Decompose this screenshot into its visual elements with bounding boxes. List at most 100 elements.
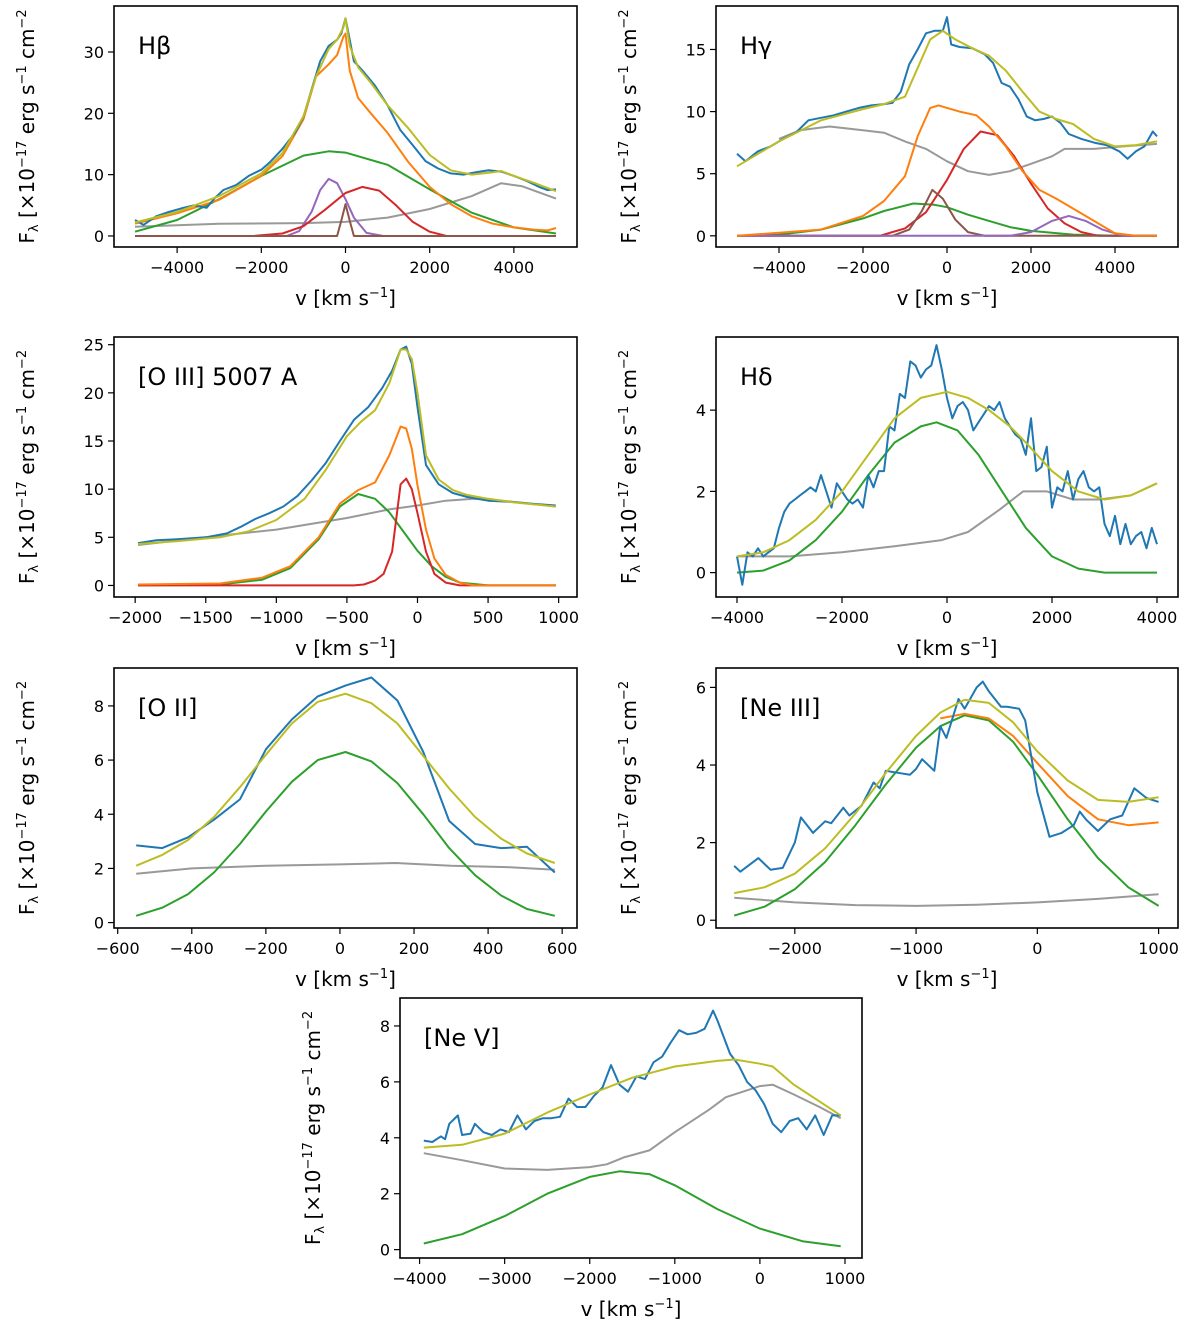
x-tick-label: 1000 — [538, 608, 579, 627]
series-total-fit — [137, 348, 556, 545]
y-tick-label: 15 — [686, 40, 706, 59]
y-tick-label: 20 — [84, 104, 104, 123]
x-tick-label: −1000 — [648, 1269, 702, 1288]
x-tick-label: 4000 — [494, 258, 535, 277]
x-tick-label: 0 — [340, 258, 350, 277]
line-label: [O III] 5007 A — [138, 363, 298, 391]
y-tick-label: 6 — [94, 751, 104, 770]
x-tick-label: −500 — [325, 608, 369, 627]
x-axis-label: v [km s−1] — [897, 967, 998, 991]
panel-5: −600 −400 −200 0 200 400 600 0 2 4 6 8 [O II] v [km s… — [15, 667, 578, 991]
x-tick-label: 0 — [942, 258, 952, 277]
y-tick-label: 0 — [94, 914, 104, 933]
x-tick-label: −2000 — [234, 258, 288, 277]
y-tick-label: 0 — [696, 227, 706, 246]
y-tick-label: 5 — [696, 165, 706, 184]
panel-1: −4000 −2000 0 2000 4000 0 10 20 30 Hβ v [km s−1] Fλ… — [15, 5, 578, 310]
y-tick-label: 8 — [380, 1017, 390, 1036]
y-tick-label: 10 — [686, 103, 706, 122]
x-tick-label: −200 — [244, 939, 288, 958]
y-tick-label: 4 — [380, 1129, 390, 1148]
series-broad — [733, 714, 1160, 917]
y-tick-label: 0 — [696, 911, 706, 930]
x-tick-label: 0 — [335, 939, 345, 958]
series-total-fit — [736, 390, 1158, 558]
x-tick-label: −2000 — [836, 258, 890, 277]
series-broad — [135, 751, 556, 917]
series-continuum — [737, 482, 1158, 558]
series-component-red — [252, 185, 447, 237]
x-tick-label: 4000 — [1095, 258, 1136, 277]
x-tick-label: 4000 — [1137, 608, 1178, 627]
series-total-fit — [734, 698, 1159, 895]
x-tick-label: −2000 — [768, 939, 822, 958]
x-tick-label: −1500 — [179, 608, 233, 627]
y-tick-label: 2 — [696, 834, 706, 853]
y-tick-label: 2 — [696, 482, 706, 501]
x-tick-label: 400 — [473, 939, 504, 958]
y-tick-label: 6 — [696, 678, 706, 697]
x-tick-label: 0 — [412, 608, 422, 627]
series-observed — [423, 1009, 841, 1143]
y-tick-label: 2 — [380, 1185, 390, 1204]
series-continuum — [423, 1083, 842, 1171]
series-group — [137, 345, 556, 587]
series-continuum — [778, 125, 1158, 176]
line-label: Hδ — [740, 363, 773, 391]
x-tick-label: −400 — [170, 939, 214, 958]
x-tick-label: −4000 — [393, 1269, 447, 1288]
y-axis-label: Fλ [×10−17 erg s−1 cm−2 — [301, 1011, 328, 1245]
line-label: [Ne V] — [424, 1024, 500, 1052]
series-observed — [736, 16, 1158, 163]
x-axis-label: v [km s−1] — [295, 967, 396, 991]
y-axis-label: Fλ [×10−17 erg s−1 cm−2 — [617, 681, 644, 915]
y-tick-label: 4 — [696, 756, 706, 775]
y-axis-label: Fλ [×10−17 erg s−1 cm−2 — [617, 9, 644, 243]
x-tick-label: 1000 — [1138, 939, 1179, 958]
x-tick-label: −2000 — [563, 1269, 617, 1288]
x-tick-label: 500 — [473, 608, 504, 627]
series-component-orange — [137, 425, 556, 587]
series-group — [736, 344, 1158, 586]
x-tick-label: 2000 — [409, 258, 450, 277]
y-tick-label: 0 — [380, 1241, 390, 1260]
x-tick-label: −2000 — [108, 608, 162, 627]
x-tick-label: −4000 — [752, 258, 806, 277]
line-label: Hγ — [740, 32, 772, 60]
x-tick-label: 2000 — [1011, 258, 1052, 277]
series-component-orange — [134, 32, 557, 232]
line-label: [Ne III] — [740, 694, 820, 722]
series-continuum — [734, 893, 1159, 907]
panel-2: −4000 −2000 0 2000 4000 0 5 10 15 Hγ v [km s−1] Fλ … — [617, 5, 1179, 310]
y-tick-label: 4 — [696, 401, 706, 420]
y-tick-label: 10 — [84, 166, 104, 185]
y-tick-label: 6 — [380, 1073, 390, 1092]
x-tick-label: 1000 — [825, 1269, 866, 1288]
series-observed — [733, 680, 1159, 873]
y-tick-label: 8 — [94, 697, 104, 716]
x-axis-label: v [km s−1] — [581, 1297, 682, 1320]
panel-4: −4000 −2000 0 2000 4000 0 2 4 Hδ v [km s−1] Fλ [×1… — [617, 336, 1179, 660]
axes-frame — [113, 336, 578, 598]
y-axis-label: Fλ [×10−17 erg s−1 cm−2 — [15, 681, 42, 915]
series-group — [423, 1009, 842, 1248]
x-axis-label: v [km s−1] — [295, 286, 396, 310]
y-tick-label: 20 — [84, 384, 104, 403]
series-continuum — [136, 862, 555, 875]
y-tick-label: 0 — [94, 227, 104, 246]
x-tick-label: −4000 — [150, 258, 204, 277]
series-component-purple — [286, 177, 384, 237]
y-tick-label: 25 — [84, 336, 104, 355]
series-component-red — [138, 477, 556, 587]
x-tick-label: 0 — [755, 1269, 765, 1288]
series-component-orange — [736, 104, 1157, 237]
x-tick-label: −600 — [96, 939, 140, 958]
series-observed — [736, 344, 1158, 586]
x-tick-label: 2000 — [1032, 608, 1073, 627]
y-tick-label: 0 — [94, 576, 104, 595]
series-group — [733, 680, 1160, 917]
series-total-fit — [134, 17, 557, 224]
y-tick-label: 10 — [84, 480, 104, 499]
series-broad — [736, 421, 1157, 574]
y-tick-label: 4 — [94, 805, 104, 824]
